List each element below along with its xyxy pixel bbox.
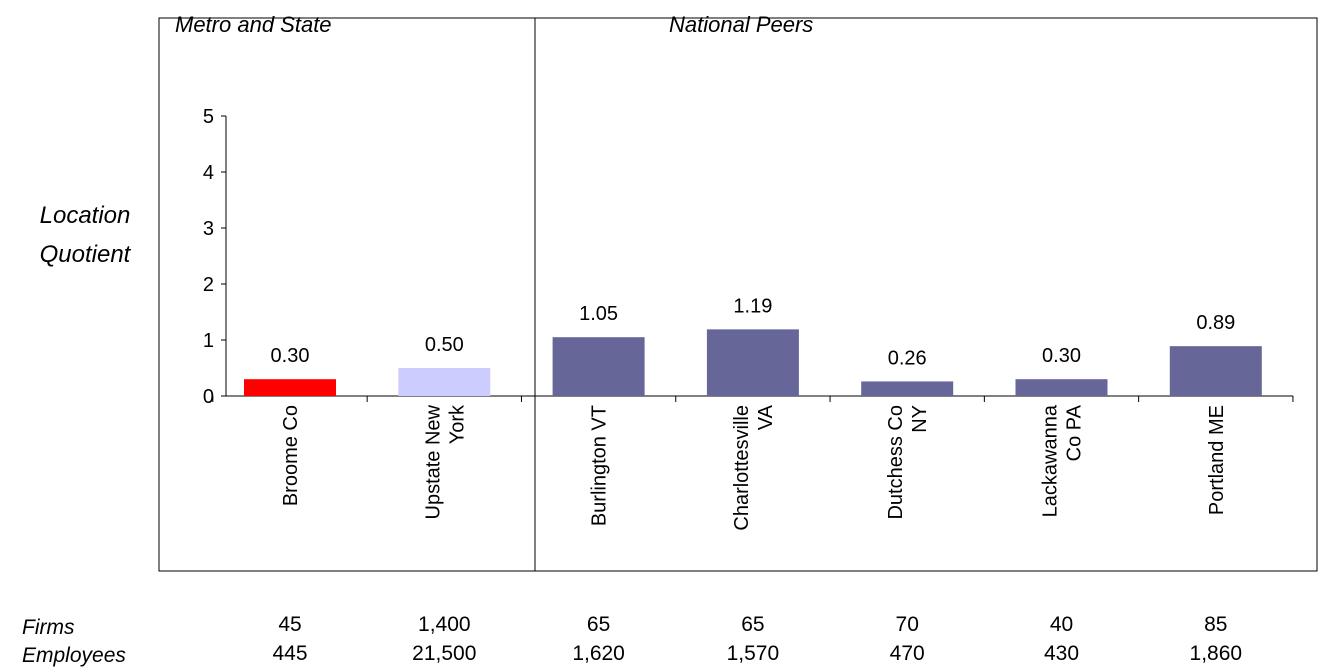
bar-value-label: 0.30 [1042, 345, 1081, 367]
x-category-label: Upstate New [422, 404, 444, 519]
bar [706, 329, 799, 396]
y-tick-label: 1 [203, 330, 214, 352]
employees-count: 1,860 [1190, 642, 1243, 665]
y-axis-title-line: Location [40, 202, 131, 229]
employees-count: 21,500 [412, 642, 476, 665]
group-header-metro-state: Metro and State [175, 12, 332, 37]
x-category-label: NY [909, 405, 931, 433]
x-category-label: Co PA [1064, 404, 1086, 461]
bar-value-label: 0.89 [1196, 312, 1235, 334]
x-category-label: York [446, 404, 468, 444]
firms-count: 65 [741, 613, 764, 636]
y-tick-label: 4 [203, 162, 214, 184]
employees-count: 470 [890, 642, 925, 665]
x-category-label: Charlottesville [731, 405, 753, 531]
x-category-label: Dutchess Co [885, 405, 907, 520]
bar [1015, 379, 1108, 396]
bar-value-label: 0.50 [425, 334, 464, 356]
y-tick-label: 5 [203, 106, 214, 128]
bar [861, 381, 954, 396]
employees-count: 1,620 [572, 642, 625, 665]
bar-value-label: 1.19 [733, 295, 772, 317]
employees-count: 1,570 [727, 642, 780, 665]
bar [552, 337, 645, 396]
plot-frame [158, 17, 1318, 572]
y-tick-label: 2 [203, 274, 214, 296]
firms-count: 85 [1204, 613, 1227, 636]
x-category-label: VA [755, 404, 777, 430]
y-axis-title-line: Quotient [40, 241, 132, 268]
firms-count: 40 [1050, 613, 1073, 636]
bar [244, 379, 336, 396]
firms-count: 1,400 [418, 613, 471, 636]
bar [398, 368, 491, 396]
firms-count: 45 [278, 613, 301, 636]
x-category-label: Lackawanna [1040, 404, 1062, 517]
bar-value-label: 0.26 [888, 347, 927, 369]
y-tick-label: 0 [203, 386, 214, 408]
x-category-label: Portland ME [1206, 405, 1228, 515]
employees-count: 445 [272, 642, 307, 665]
firms-count: 70 [896, 613, 919, 636]
bar-value-label: 1.05 [579, 303, 618, 325]
group-header-national-peers: National Peers [669, 12, 813, 37]
y-tick-label: 3 [203, 218, 214, 240]
employees-count: 430 [1044, 642, 1079, 665]
x-category-label: Broome Co [280, 405, 302, 506]
x-category-label: Burlington VT [589, 405, 611, 526]
row-label-employees: Employees [22, 644, 126, 667]
row-label-firms: Firms [22, 616, 75, 639]
bar-value-label: 0.30 [271, 345, 310, 367]
bar [1169, 346, 1262, 396]
firms-count: 65 [587, 613, 610, 636]
